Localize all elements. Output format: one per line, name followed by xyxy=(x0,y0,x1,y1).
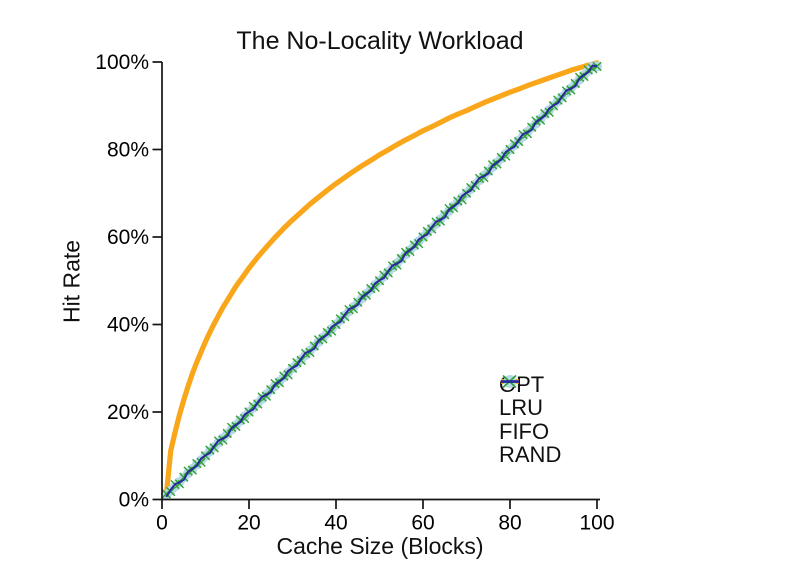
rand-legend-marker-icon xyxy=(501,380,519,383)
opt-series-line xyxy=(163,60,600,498)
legend-label-fifo: FIFO xyxy=(499,418,550,444)
legend-label-lru: LRU xyxy=(499,395,544,421)
y-tick-label: 40% xyxy=(107,314,149,337)
x-tick-label: 40 xyxy=(324,512,347,535)
y-tick-label: 0% xyxy=(119,489,149,512)
x-tick-label: 60 xyxy=(411,512,434,535)
legend-label-rand: RAND xyxy=(499,442,562,468)
y-tick-label: 100% xyxy=(95,51,149,74)
x-tick-label: 80 xyxy=(498,512,521,535)
rand-series-line xyxy=(165,64,598,498)
legend-item-rand: RAND xyxy=(499,380,562,468)
legend-item-fifo: FIFO xyxy=(499,374,561,444)
legend: OPT LRU FIFO RAND xyxy=(499,373,561,467)
y-axis-label: Hit Rate xyxy=(58,239,85,324)
y-tick-label: 20% xyxy=(107,401,149,424)
x-tick-label: 0 xyxy=(156,512,168,535)
x-tick-label: 20 xyxy=(237,512,260,535)
rand-legend-marker-shape xyxy=(501,380,519,383)
legend-item-lru: LRU xyxy=(499,375,561,421)
x-tick-label: 100 xyxy=(579,512,614,535)
y-tick-label: 60% xyxy=(107,226,149,249)
y-tick-label: 80% xyxy=(107,139,149,162)
x-axis-label: Cache Size (Blocks) xyxy=(276,533,484,559)
chart-title: The No-Locality Workload xyxy=(236,27,524,55)
